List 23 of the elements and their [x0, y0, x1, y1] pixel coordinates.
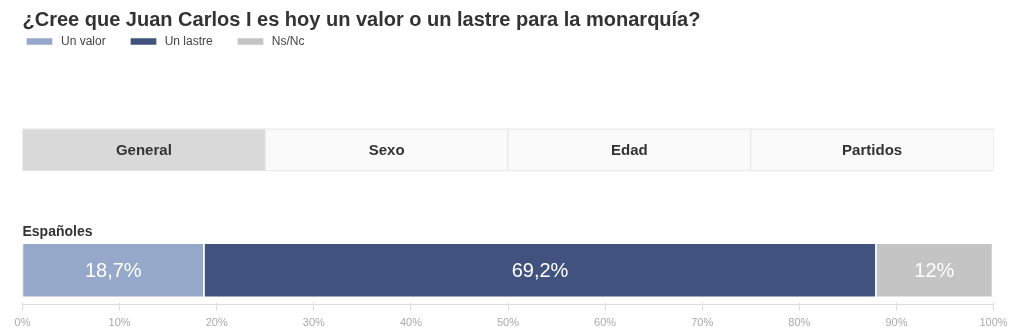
text: Sexo [368, 141, 405, 159]
legend-label: Ns/Nc [271, 34, 305, 48]
x-tick-label: 80% [788, 315, 811, 328]
x-tick-label: 60% [594, 315, 617, 328]
y-tick-label: Españoles [22, 223, 93, 240]
x-tick-label: 20% [205, 315, 228, 328]
chart-title: ¿Cree que Juan Carlos I es hoy un valor o un lastre para la monarquía? [22, 7, 701, 30]
x-tick-label: 40% [399, 315, 423, 328]
data-label: 69,2% [511, 259, 569, 282]
text: General [115, 141, 172, 159]
x-tick-label: 10% [108, 315, 131, 328]
data-label: 12% [914, 259, 955, 282]
x-tick-label: 90% [885, 315, 908, 328]
text: Edad [611, 141, 648, 159]
x-tick-label: 100% [979, 315, 1008, 328]
x-tick-label: 0% [14, 315, 31, 328]
x-tick-label: 50% [496, 315, 520, 328]
x-tick-label: 70% [691, 315, 714, 328]
legend-label: Un valor [61, 34, 106, 48]
legend-label: Un lastre [164, 34, 213, 48]
text: Partidos [842, 141, 903, 159]
data-label: 18,7% [84, 259, 142, 282]
x-tick-label: 30% [302, 315, 326, 328]
